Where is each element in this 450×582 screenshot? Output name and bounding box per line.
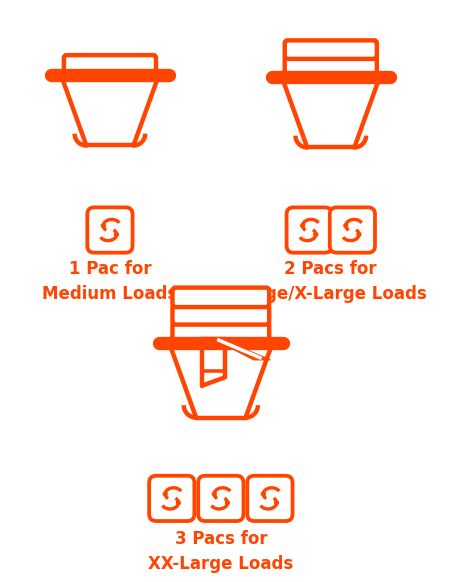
- Text: 1 Pac for
Medium Loads: 1 Pac for Medium Loads: [42, 261, 178, 303]
- FancyBboxPatch shape: [172, 322, 269, 342]
- Circle shape: [225, 501, 230, 505]
- FancyBboxPatch shape: [285, 40, 377, 59]
- FancyBboxPatch shape: [172, 288, 269, 307]
- FancyBboxPatch shape: [198, 475, 243, 521]
- Circle shape: [274, 501, 279, 505]
- Polygon shape: [216, 340, 270, 360]
- FancyBboxPatch shape: [248, 475, 292, 521]
- Circle shape: [344, 223, 348, 228]
- Circle shape: [301, 223, 305, 228]
- Circle shape: [314, 232, 318, 236]
- FancyBboxPatch shape: [287, 207, 332, 253]
- Text: 2 Pacs for
Large/X-Large Loads: 2 Pacs for Large/X-Large Loads: [235, 261, 427, 303]
- FancyBboxPatch shape: [330, 207, 375, 253]
- FancyBboxPatch shape: [64, 55, 156, 74]
- Circle shape: [261, 492, 266, 496]
- FancyBboxPatch shape: [285, 57, 377, 76]
- Circle shape: [357, 232, 361, 236]
- FancyBboxPatch shape: [149, 475, 194, 521]
- Circle shape: [163, 492, 167, 496]
- Circle shape: [176, 501, 180, 505]
- Circle shape: [212, 492, 216, 496]
- FancyBboxPatch shape: [87, 207, 133, 253]
- Circle shape: [101, 223, 105, 228]
- Text: 3 Pacs for
XX-Large Loads: 3 Pacs for XX-Large Loads: [148, 530, 293, 573]
- FancyBboxPatch shape: [172, 305, 269, 325]
- Circle shape: [115, 232, 118, 236]
